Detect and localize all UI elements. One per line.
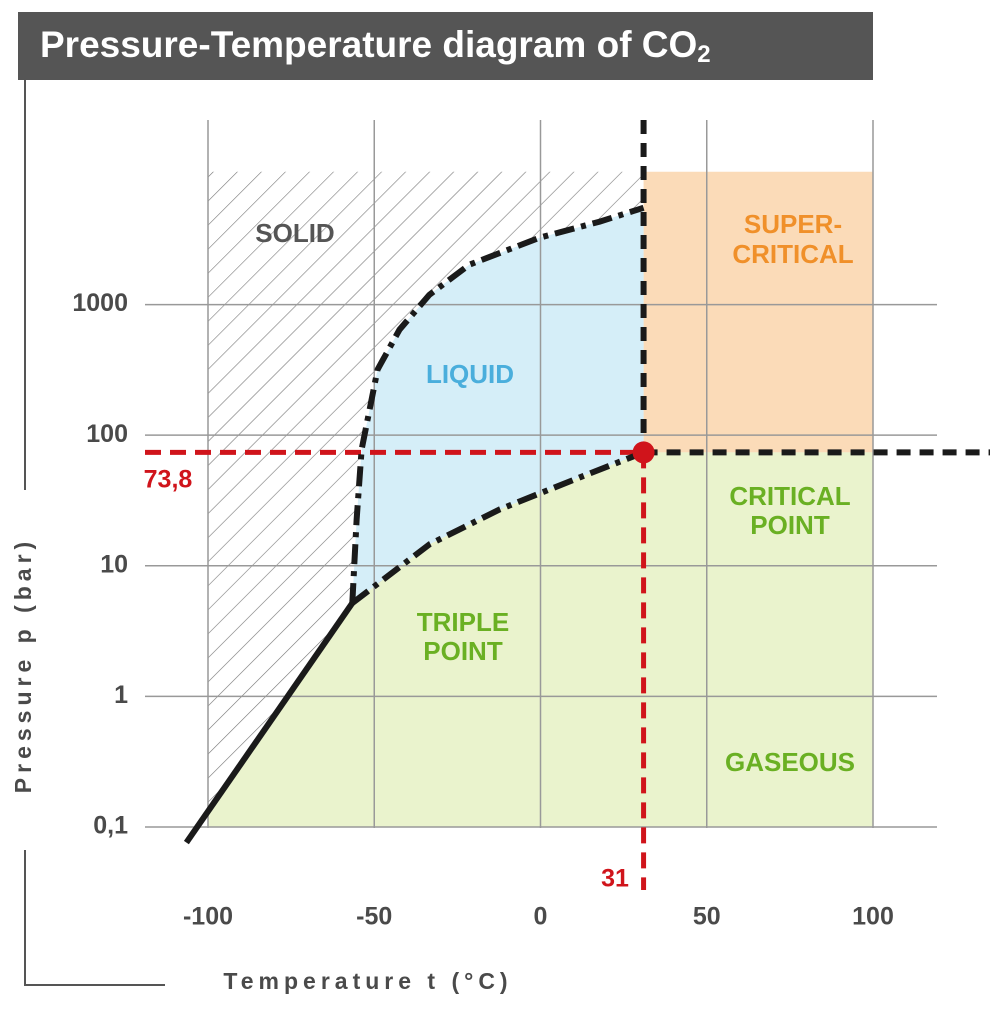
- x-tick-label: 50: [693, 903, 721, 931]
- y-tick-label: 10: [100, 550, 128, 578]
- region-label: SUPER-: [744, 209, 842, 239]
- region-label: LIQUID: [426, 359, 514, 389]
- y-tick-label: 1000: [72, 289, 128, 317]
- y-tick-label: 1: [114, 681, 128, 709]
- region-label: CRITICAL: [729, 481, 850, 511]
- phase-curve: [183, 601, 355, 845]
- y-axis-title: Pressure p (bar): [10, 537, 36, 793]
- x-tick-label: 0: [534, 903, 548, 931]
- liquid-region: [352, 207, 644, 604]
- x-tick-label: -50: [356, 903, 392, 931]
- phase-curve: [349, 204, 645, 604]
- y-tick-label: 0,1: [93, 812, 128, 840]
- phase-curve: [350, 449, 645, 606]
- region-label: GASEOUS: [725, 747, 855, 777]
- critical-pressure-label: 73,8: [144, 466, 193, 494]
- frame-line: [24, 850, 165, 986]
- y-tick-label: 100: [86, 420, 128, 448]
- region-label: CRITICAL: [732, 239, 853, 269]
- title-subscript: 2: [697, 41, 710, 68]
- x-axis-title: Temperature t (°C): [223, 968, 512, 994]
- region-label: SOLID: [255, 218, 334, 248]
- x-tick-label: -100: [183, 903, 233, 931]
- x-tick-label: 100: [852, 903, 894, 931]
- critical-temperature-label: 31: [601, 865, 629, 893]
- title-text: Pressure-Temperature diagram of CO: [40, 24, 697, 65]
- title-box: [18, 12, 873, 80]
- region-label: POINT: [750, 510, 830, 540]
- critical-point: [632, 441, 655, 464]
- chart-title: Pressure-Temperature diagram of CO2: [40, 24, 711, 69]
- region-label: POINT: [423, 636, 503, 666]
- supercritical-region: [643, 171, 873, 453]
- region-label: TRIPLE: [417, 607, 509, 637]
